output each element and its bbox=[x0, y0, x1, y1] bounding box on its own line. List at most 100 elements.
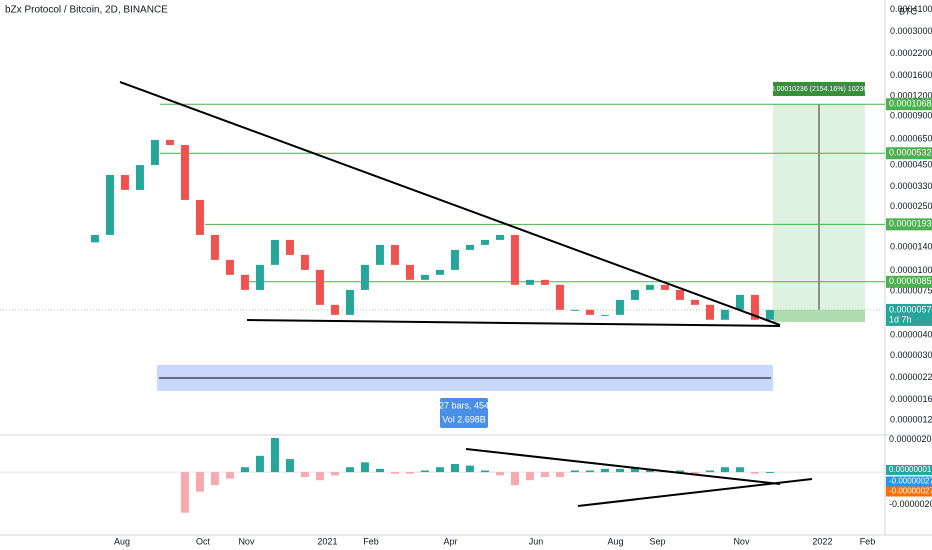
trend-line bbox=[246, 319, 781, 327]
y-tick-label: 0.00000200 bbox=[889, 434, 932, 444]
candle bbox=[705, 304, 714, 320]
candle bbox=[405, 264, 414, 280]
x-tick-label: Jun bbox=[529, 536, 544, 546]
trend-line bbox=[577, 478, 813, 507]
histogram-bar bbox=[315, 472, 324, 481]
candle bbox=[195, 199, 204, 235]
last-value-label: 0.00000001 bbox=[889, 465, 932, 474]
histogram-bar bbox=[735, 467, 744, 473]
candle bbox=[375, 244, 384, 265]
candle bbox=[345, 289, 354, 315]
histogram-bar bbox=[480, 470, 489, 473]
histogram-bar bbox=[705, 470, 714, 473]
candle bbox=[735, 294, 744, 310]
candle bbox=[240, 274, 249, 290]
histogram-bar bbox=[525, 472, 534, 481]
candle bbox=[330, 304, 339, 315]
histogram-bar bbox=[570, 470, 579, 473]
x-tick-label: Sep bbox=[649, 536, 665, 546]
candle bbox=[285, 239, 294, 255]
last-value-badge bbox=[886, 464, 932, 475]
trend-line bbox=[465, 448, 781, 485]
price-level-badge bbox=[886, 147, 932, 160]
histogram-bar bbox=[555, 472, 564, 477]
candle bbox=[390, 244, 399, 265]
candle bbox=[555, 284, 564, 310]
position-label: 0.00010236 (2154.16%) 10236 bbox=[771, 86, 868, 93]
histogram-bar bbox=[420, 470, 429, 473]
histogram-bar bbox=[540, 472, 549, 477]
candle bbox=[90, 234, 99, 243]
y-tick-label: 0.00000120 bbox=[890, 414, 932, 424]
candle bbox=[465, 244, 474, 250]
chart-title: bZx Protocol / Bitcoin, 2D, BINANCE bbox=[5, 5, 168, 16]
x-tick-label: Feb bbox=[860, 536, 876, 546]
histogram-bar bbox=[765, 471, 774, 473]
y-tick-label: -0.00000200 bbox=[889, 499, 932, 509]
candle bbox=[585, 309, 594, 315]
candle bbox=[315, 269, 324, 305]
drawings bbox=[119, 81, 813, 507]
candle bbox=[435, 269, 444, 275]
x-tick-label: Aug bbox=[114, 536, 130, 546]
histogram-bar bbox=[390, 472, 399, 474]
date-range-label-box bbox=[440, 398, 488, 428]
price-level-badge bbox=[886, 98, 932, 111]
histogram-bar bbox=[720, 467, 729, 473]
last-value-label: -0.00000027 bbox=[889, 477, 932, 486]
histogram-bar bbox=[255, 455, 264, 473]
histogram-bar bbox=[690, 472, 699, 474]
histogram-bar bbox=[330, 472, 339, 476]
countdown: 1d 7h bbox=[889, 314, 912, 324]
candle bbox=[120, 174, 129, 190]
histogram-bar bbox=[285, 459, 294, 473]
histogram-bar bbox=[225, 472, 234, 479]
candle bbox=[180, 145, 189, 200]
histogram-bar bbox=[195, 472, 204, 492]
last-value-label: -0.00000027 bbox=[889, 487, 932, 496]
candle bbox=[270, 239, 279, 265]
histogram-bar bbox=[375, 468, 384, 473]
candle bbox=[495, 234, 504, 240]
last-price-badge bbox=[886, 303, 932, 326]
candle bbox=[765, 309, 774, 320]
histogram-bar bbox=[210, 472, 219, 486]
date-range-label: Vol 2.698B bbox=[442, 414, 486, 424]
candle bbox=[720, 309, 729, 320]
position-stop-box bbox=[773, 309, 865, 322]
candle bbox=[225, 259, 234, 275]
histogram-bar bbox=[675, 470, 684, 473]
histogram-bar bbox=[600, 468, 609, 473]
position-label-box bbox=[773, 82, 865, 96]
histogram-bar bbox=[450, 463, 459, 473]
candle bbox=[570, 309, 579, 311]
last-value-badge bbox=[886, 476, 932, 487]
candle bbox=[690, 299, 699, 305]
date-range-label: 227 bars, 454d bbox=[434, 400, 494, 410]
candle bbox=[450, 249, 459, 270]
histogram-bar bbox=[750, 472, 759, 474]
price-level-label: 0.00010682 bbox=[889, 99, 932, 109]
histogram-bar bbox=[405, 472, 414, 474]
x-tick-label: Feb bbox=[363, 536, 379, 546]
x-tick-label: Nov bbox=[733, 536, 750, 546]
last-price-label: 0.00000574 bbox=[889, 304, 932, 314]
candle bbox=[480, 239, 489, 245]
price-level-label: 0.00001937 bbox=[889, 219, 932, 229]
histogram-bar bbox=[180, 472, 189, 513]
candle bbox=[360, 264, 369, 290]
candle bbox=[510, 234, 519, 285]
x-tick-label: 2021 bbox=[317, 536, 337, 546]
histogram-bar bbox=[300, 472, 309, 477]
candle bbox=[210, 234, 219, 260]
candle bbox=[420, 274, 429, 280]
histogram-bar bbox=[510, 472, 519, 486]
